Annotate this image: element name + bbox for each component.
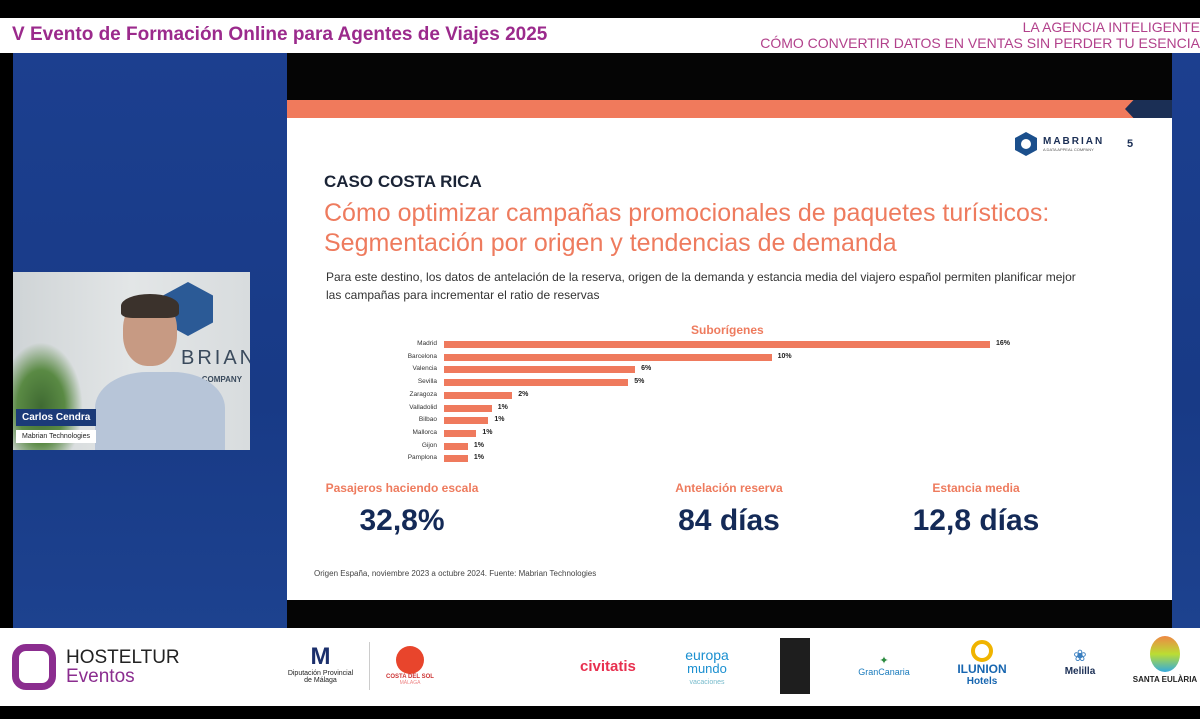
kpi-value-stopover: 32,8%	[359, 504, 445, 537]
melilla-logo: ❀ Melilla	[1064, 648, 1096, 677]
bar-value-label: 6%	[641, 365, 652, 373]
costa-del-sol-logo: COSTA DEL SOL MÁLAGA	[380, 646, 440, 686]
kpi-label-stopover: Pasajeros haciendo escala	[325, 481, 479, 495]
kpi-value-booking-lead: 84 días	[678, 504, 780, 537]
bar-pamplona	[444, 455, 468, 463]
slide-band-arrow	[1125, 100, 1172, 118]
bar-valencia	[444, 366, 636, 374]
session-title-line1: LA AGENCIA INTELIGENTE	[1022, 19, 1200, 35]
source-note: Origen España, noviembre 2023 a octubre …	[314, 569, 597, 578]
bar-value-label: 16%	[996, 340, 1011, 347]
bar-sevilla	[444, 379, 629, 387]
bar-category-label: Valencia	[412, 365, 437, 373]
speaker-webcam: BRIAN PPEAL COMPANY Carlos Cendra Mabria…	[13, 272, 250, 450]
bar-valladolid	[444, 404, 492, 412]
bar-value-label: 1%	[473, 454, 484, 462]
bar-category-label: Zaragoza	[409, 390, 437, 398]
costa-del-sol-text: COSTA DEL SOL	[386, 674, 434, 680]
slide-top-band	[287, 100, 1137, 118]
event-title: V Evento de Formación Online para Agente…	[12, 24, 548, 45]
santa-eularia-logo: SANTA EULÀRIA	[1130, 636, 1200, 684]
diputacion-logo: M Diputación Provincial de Málaga	[283, 644, 358, 685]
slide-intro: Para este destino, los datos de antelaci…	[326, 270, 1076, 302]
hosteltur-text: HOSTELTUR	[66, 647, 180, 668]
presentation-slide: MABRIAN A DATA APPEAL COMPANY 5 CASO COS…	[287, 100, 1172, 600]
page-number: 5	[1127, 138, 1134, 150]
kpi-label-avg-stay: Estancia media	[932, 481, 1020, 495]
bar-value-label: 1%	[482, 428, 493, 436]
bar-zaragoza	[444, 391, 513, 399]
santa-eularia-text: SANTA EULÀRIA	[1132, 675, 1198, 684]
gran-canaria-logo: ✦ GranCanaria	[858, 655, 910, 677]
malaga-text: MÁLAGA	[399, 680, 421, 686]
civitatis-logo: civitatis	[580, 658, 636, 675]
background-logo-text: BRIAN	[181, 347, 250, 369]
salon-badge-logo	[780, 638, 810, 694]
hosteltur-logo-icon	[12, 644, 56, 690]
bar-category-label: Barcelona	[407, 352, 437, 360]
bar-value-label: 2%	[518, 390, 529, 398]
ilunion-logo: ILUNION Hotels	[950, 640, 1014, 687]
bar-value-label: 5%	[634, 378, 645, 386]
kpi-value-avg-stay: 12,8 días	[912, 504, 1040, 537]
background-logo-subtext: PPEAL COMPANY	[173, 375, 243, 384]
bar-category-label: Mallorca	[412, 428, 437, 436]
bar-bilbao	[444, 417, 489, 425]
case-label: CASO COSTA RICA	[324, 172, 482, 191]
diputacion-text: Diputación Provincial de Málaga	[287, 670, 354, 684]
bar-mallorca	[444, 429, 477, 437]
bar-category-label: Madrid	[417, 340, 437, 347]
europamundo-logo: europa mundo vacaciones	[685, 647, 729, 686]
bar-gijon	[444, 442, 468, 450]
sponsor-footer: HOSTELTUR Eventos M Diputación Provincia…	[0, 628, 1200, 706]
bar-category-label: Gijon	[421, 441, 437, 449]
bar-category-label: Bilbao	[418, 416, 437, 424]
bar-value-label: 10%	[777, 352, 792, 360]
bar-value-label: 1%	[494, 416, 505, 424]
hosteltur-logo: HOSTELTUR Eventos	[66, 648, 180, 686]
bar-category-label: Sevilla	[417, 378, 437, 386]
bar-madrid	[444, 341, 990, 348]
mabrian-hexagon-icon	[1015, 132, 1037, 156]
bar-value-label: 1%	[497, 403, 508, 411]
bar-barcelona	[444, 353, 772, 361]
speaker-video	[95, 292, 235, 450]
speaker-company-tag: Mabrian Technologies	[16, 430, 96, 443]
eventos-text: Eventos	[66, 666, 135, 687]
header-bar: V Evento de Formación Online para Agente…	[0, 18, 1200, 53]
logo-subtext: A DATA APPEAL COMPANY	[1043, 147, 1094, 152]
mabrian-logo: MABRIAN A DATA APPEAL COMPANY	[1015, 132, 1104, 156]
logo-text: MABRIAN	[1043, 136, 1105, 147]
session-title-line2: CÓMO CONVERTIR DATOS EN VENTAS SIN PERDE…	[760, 35, 1200, 51]
speaker-name-tag: Carlos Cendra	[16, 409, 97, 426]
bar-category-label: Pamplona	[407, 454, 437, 462]
chart-title: Suborígenes	[691, 323, 764, 337]
divider	[369, 642, 370, 690]
kpi-label-booking-lead: Antelación reserva	[675, 481, 783, 495]
bar-value-label: 1%	[473, 441, 484, 449]
slide-headline: Cómo optimizar campañas promocionales de…	[324, 199, 1050, 257]
session-title: LA AGENCIA INTELIGENTE CÓMO CONVERTIR DA…	[760, 19, 1200, 51]
bar-category-label: Valladolid	[409, 403, 437, 411]
